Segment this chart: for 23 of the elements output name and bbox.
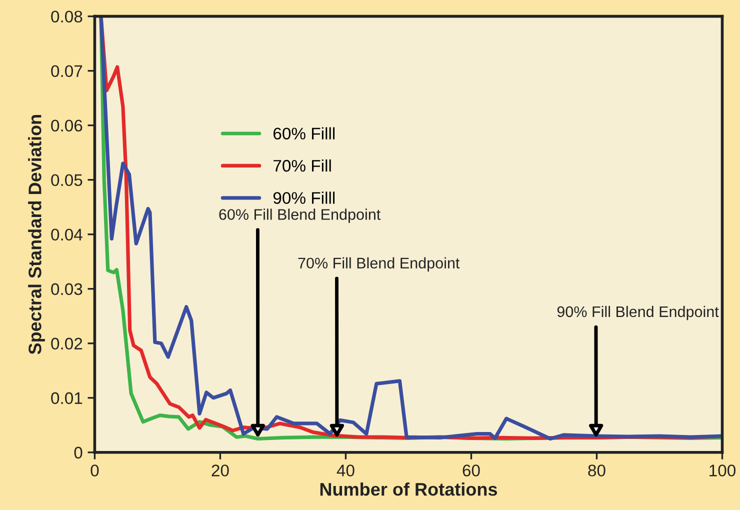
x-tick-label: 20 xyxy=(212,464,229,476)
y-tick-label: 0.08 xyxy=(51,10,82,23)
x-tick-label: 60 xyxy=(462,464,480,476)
y-tick-label: 0 xyxy=(74,446,82,459)
x-axis-title: Number of Rotations xyxy=(320,482,498,496)
y-tick-label: 0.07 xyxy=(51,65,82,78)
x-tick-label: 100 xyxy=(710,464,736,476)
annotation: 60% Fill Blend Endpoint xyxy=(219,208,381,223)
x-tick-label: 0 xyxy=(90,464,99,476)
x-tick-label: 40 xyxy=(336,464,354,476)
legend-label: 60% Filll xyxy=(274,127,335,140)
y-tick-label: 0.03 xyxy=(51,283,82,296)
y-axis-title: Spectral Standard Deviation xyxy=(28,115,45,354)
y-tick-label: 0.06 xyxy=(51,120,82,132)
annotation: 70% Fill Blend Endpoint xyxy=(298,257,460,272)
legend-label: 90% Filll xyxy=(273,192,335,204)
y-tick-label: 0.02 xyxy=(51,338,82,350)
annotation: 90% Fill Blend Endpoint xyxy=(557,306,719,320)
y-tick-label: 0.04 xyxy=(51,228,82,241)
x-tick-label: 80 xyxy=(588,464,606,476)
y-tick-label: 0.05 xyxy=(51,174,82,186)
legend-label: 70% Fill xyxy=(274,159,331,172)
y-tick-label: 0.01 xyxy=(51,392,82,404)
